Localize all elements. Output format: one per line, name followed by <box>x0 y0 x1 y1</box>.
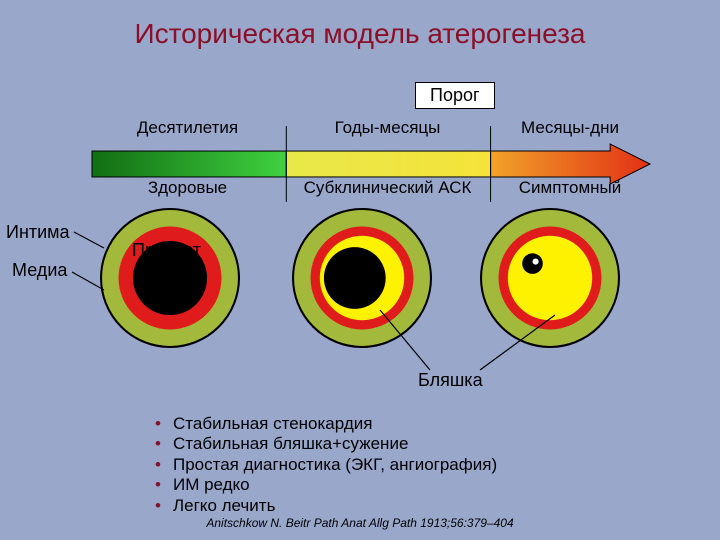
bullet-list: Стабильная стенокардия Стабильная бляшка… <box>155 414 497 516</box>
vessels-row <box>0 208 720 358</box>
citation: Anitschkow N. Beitr Path Anat Allg Path … <box>0 516 720 530</box>
timeline-arrow <box>90 148 650 174</box>
label-intima: Интима <box>6 222 70 243</box>
label-media: Медиа <box>12 260 67 281</box>
bullet-item: Легко лечить <box>155 496 497 516</box>
label-lumen: Просвет <box>132 240 201 261</box>
threshold-box: Порог <box>415 82 495 109</box>
bullet-item: Простая диагностика (ЭКГ, ангиография) <box>155 455 497 475</box>
vessel-subclinical <box>292 208 432 348</box>
bullet-item: ИМ редко <box>155 475 497 495</box>
bullet-item: Стабильная бляшка+сужение <box>155 434 497 454</box>
vessel-healthy <box>100 208 240 348</box>
bullet-item: Стабильная стенокардия <box>155 414 497 434</box>
label-plaque: Бляшка <box>418 370 483 391</box>
slide-root: Историческая модель атерогенеза Порог Де… <box>0 0 720 540</box>
vessel-symptomatic <box>480 208 620 348</box>
slide-title: Историческая модель атерогенеза <box>0 18 720 50</box>
